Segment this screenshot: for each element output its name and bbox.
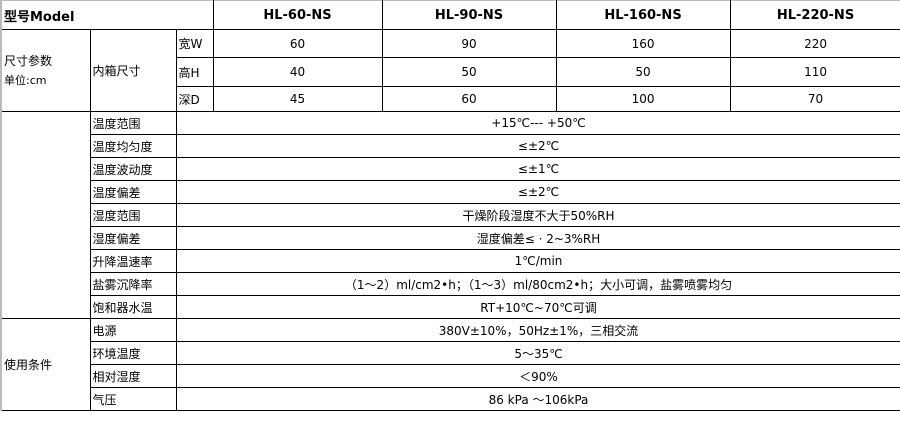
dimension-group: 尺寸参数单位:cm	[0, 29, 91, 112]
spec-label: 温度偏差	[89, 180, 177, 204]
spec-value: 湿度偏差≤ · 2~3%RH	[175, 226, 900, 250]
dim-value: 45	[212, 86, 383, 112]
inner-box-label: 内箱尺寸	[89, 29, 177, 112]
model-label: 型号Model	[0, 0, 214, 30]
spec-value: ＜90%	[175, 364, 900, 388]
dim-value: 110	[729, 57, 900, 87]
spec-group: 使用条件	[0, 318, 91, 411]
spec-value: ≤±1℃	[175, 157, 900, 181]
dim-label: 高H	[175, 57, 214, 87]
spec-row: 气压 86 kPa ～106kPa	[1, 387, 900, 411]
spec-row: 使用条件 电源 380V±10%，50Hz±1%，三相交流	[0, 318, 900, 411]
dim-label: 宽W	[175, 29, 214, 58]
model-header: HL-160-NS	[555, 0, 731, 30]
header-row: 型号Model HL-60-NS HL-90-NS HL-160-NS HL-2…	[0, 0, 900, 30]
dim-label: 深D	[175, 86, 214, 112]
dim-value: 40	[212, 57, 383, 87]
spec-label: 升降温速率	[89, 249, 177, 273]
dim-value: 90	[381, 29, 557, 58]
spec-label: 电源	[89, 318, 177, 342]
dim-value: 50	[381, 57, 557, 87]
spec-value: 1℃/min	[175, 249, 900, 273]
spec-row: 温度范围 +15℃--- +50℃	[0, 111, 900, 319]
spec-row: 温度均匀度 ≤±2℃	[1, 134, 900, 158]
model-header: HL-220-NS	[729, 0, 900, 30]
dim-value: 160	[555, 29, 731, 58]
spec-value: 380V±10%，50Hz±1%，三相交流	[175, 318, 900, 342]
dim-value: 220	[729, 29, 900, 58]
spec-row: 盐雾沉降率 （1～2）ml/cm2•h；（1～3）ml/80cm2•h；大小可调，…	[1, 272, 900, 296]
spec-label: 饱和器水温	[89, 295, 177, 319]
spec-value: +15℃--- +50℃	[175, 111, 900, 135]
spec-value: 干燥阶段湿度不大于50%RH	[175, 203, 900, 227]
dim-row: 深D 45 60 100 70	[1, 86, 900, 112]
spec-label: 相对湿度	[89, 364, 177, 388]
spec-value: 86 kPa ～106kPa	[175, 387, 900, 411]
spec-value: ≤±2℃	[175, 134, 900, 158]
spec-table: 型号Model HL-60-NS HL-90-NS HL-160-NS HL-2…	[0, 0, 900, 411]
spec-label: 气压	[89, 387, 177, 411]
dimension-group-label: 尺寸参数	[4, 53, 53, 68]
spec-row: 环境温度 5～35℃	[1, 341, 900, 365]
spec-value: （1～2）ml/cm2•h；（1～3）ml/80cm2•h；大小可调，盐雾喷雾均…	[175, 272, 900, 296]
model-header: HL-90-NS	[381, 0, 557, 30]
spec-label: 盐雾沉降率	[89, 272, 177, 296]
dim-row: 尺寸参数单位:cm 内箱尺寸 宽W 60 90 160 220	[0, 29, 900, 112]
dim-value: 100	[555, 86, 731, 112]
spec-label: 温度波动度	[89, 157, 177, 181]
dim-value: 50	[555, 57, 731, 87]
dim-value: 60	[381, 86, 557, 112]
spec-row: 湿度范围 干燥阶段湿度不大于50%RH	[1, 203, 900, 227]
spec-label: 湿度范围	[89, 203, 177, 227]
dim-value: 70	[729, 86, 900, 112]
spec-row: 饱和器水温 RT+10℃~70℃可调	[1, 295, 900, 319]
spec-group	[0, 111, 91, 319]
spec-label: 环境温度	[89, 341, 177, 365]
dim-value: 60	[212, 29, 383, 58]
spec-row: 升降温速率 1℃/min	[1, 249, 900, 273]
spec-label: 温度均匀度	[89, 134, 177, 158]
spec-value: RT+10℃~70℃可调	[175, 295, 900, 319]
spec-label: 湿度偏差	[89, 226, 177, 250]
spec-label: 温度范围	[89, 111, 177, 135]
spec-row: 湿度偏差 湿度偏差≤ · 2~3%RH	[1, 226, 900, 250]
spec-value: ≤±2℃	[175, 180, 900, 204]
model-header: HL-60-NS	[212, 0, 383, 30]
dimension-unit: 单位:cm	[4, 73, 47, 87]
spec-row: 温度偏差 ≤±2℃	[1, 180, 900, 204]
spec-row: 温度波动度 ≤±1℃	[1, 157, 900, 181]
spec-row: 相对湿度 ＜90%	[1, 364, 900, 388]
spec-value: 5～35℃	[175, 341, 900, 365]
